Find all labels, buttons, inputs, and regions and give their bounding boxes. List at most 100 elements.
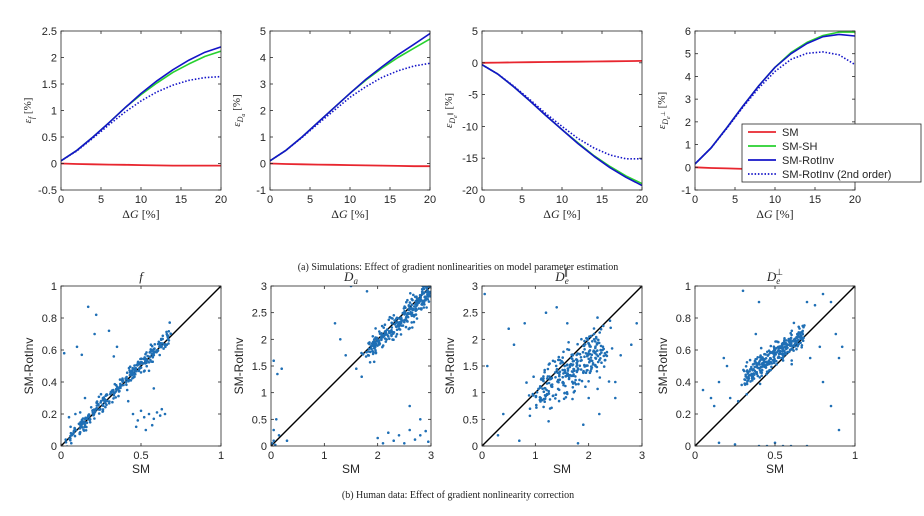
data-point	[368, 361, 372, 364]
data-point	[69, 437, 72, 440]
data-point	[752, 377, 756, 380]
data-point	[142, 357, 145, 361]
plot-area	[271, 286, 434, 446]
x-axis-label-symbol: Δ	[543, 207, 551, 221]
data-point	[583, 355, 586, 359]
y-axis-label: εDe⊥ [%]	[656, 92, 672, 129]
data-point	[569, 362, 573, 366]
data-point	[333, 322, 337, 325]
y-axis-label-unit: [%]	[22, 98, 34, 117]
data-point	[107, 402, 111, 405]
data-point	[725, 364, 729, 368]
data-point	[575, 358, 578, 361]
data-point	[155, 411, 159, 414]
data-point	[431, 296, 434, 299]
data-point	[158, 353, 161, 357]
data-point	[145, 357, 148, 361]
y-axis-label-sub: D	[236, 116, 245, 123]
data-point	[840, 345, 844, 349]
data-point	[157, 340, 161, 344]
data-point	[142, 415, 146, 419]
data-point	[788, 348, 792, 352]
data-point	[746, 376, 749, 380]
data-point	[411, 326, 414, 329]
data-point	[390, 334, 393, 338]
data-point	[755, 370, 758, 374]
data-point	[168, 321, 171, 324]
data-point	[413, 295, 417, 299]
data-point	[152, 353, 156, 357]
data-point	[153, 343, 157, 346]
y-tick-label: 1	[261, 388, 267, 400]
panel-b1: 0 0.5 1 0 0.2 0.4 0.6 0.8 1 SM SM-RotInv f	[22, 269, 224, 476]
data-point	[152, 387, 156, 390]
panel-title: Da	[343, 269, 358, 286]
data-point	[272, 439, 276, 443]
data-point	[403, 318, 406, 322]
data-point	[139, 409, 143, 413]
data-point	[271, 442, 274, 445]
data-point	[138, 363, 141, 366]
x-tick-label: 20	[424, 194, 436, 206]
data-point	[765, 363, 769, 367]
data-point	[765, 360, 768, 364]
data-point	[95, 406, 98, 410]
identity-line	[271, 286, 431, 446]
data-point	[572, 369, 576, 373]
data-point	[528, 414, 532, 418]
data-point	[802, 325, 805, 329]
data-point	[395, 328, 399, 332]
data-point	[579, 359, 582, 363]
x-tick-label: 0	[268, 450, 274, 462]
data-point	[396, 323, 400, 327]
data-point	[404, 325, 408, 329]
data-point	[792, 349, 795, 352]
data-point	[571, 382, 575, 385]
data-point	[550, 383, 554, 386]
y-tick-label: -15	[462, 153, 478, 165]
data-point	[69, 434, 72, 438]
data-point	[399, 333, 403, 336]
x-axis-label-var: G	[764, 207, 773, 221]
data-point	[112, 397, 115, 400]
data-point	[88, 421, 92, 424]
data-point	[390, 326, 394, 329]
data-point	[709, 396, 713, 400]
data-point	[547, 363, 551, 366]
data-point	[574, 375, 577, 378]
data-point	[410, 303, 414, 307]
y-tick-label: 1	[685, 140, 691, 152]
data-point	[753, 373, 756, 376]
x-axis-label-var: G	[339, 207, 348, 221]
y-tick-label: 3	[685, 94, 691, 106]
data-point	[581, 350, 585, 354]
data-point	[99, 392, 103, 396]
data-point	[777, 352, 781, 356]
data-point	[756, 356, 759, 359]
data-point	[67, 415, 71, 419]
data-point	[80, 423, 84, 426]
panel-title: De∥	[554, 267, 568, 286]
data-point	[527, 394, 531, 397]
data-point	[113, 391, 116, 395]
y-tick-label: 0.6	[42, 345, 57, 357]
data-point	[412, 320, 416, 324]
data-point	[614, 396, 617, 400]
y-tick-label: 2	[685, 117, 691, 129]
data-point	[577, 382, 580, 386]
data-point	[410, 297, 414, 301]
data-point	[561, 380, 565, 384]
data-point	[81, 426, 84, 429]
data-point	[143, 362, 147, 365]
data-point	[793, 337, 796, 341]
data-point	[148, 350, 152, 354]
data-point	[588, 371, 592, 375]
y-tick-label: 0	[51, 441, 57, 453]
data-point	[133, 375, 136, 379]
data-point	[541, 387, 544, 391]
data-point	[366, 353, 370, 357]
data-point	[571, 397, 574, 401]
data-point	[421, 302, 424, 306]
data-point	[798, 332, 802, 336]
data-point	[741, 289, 745, 293]
